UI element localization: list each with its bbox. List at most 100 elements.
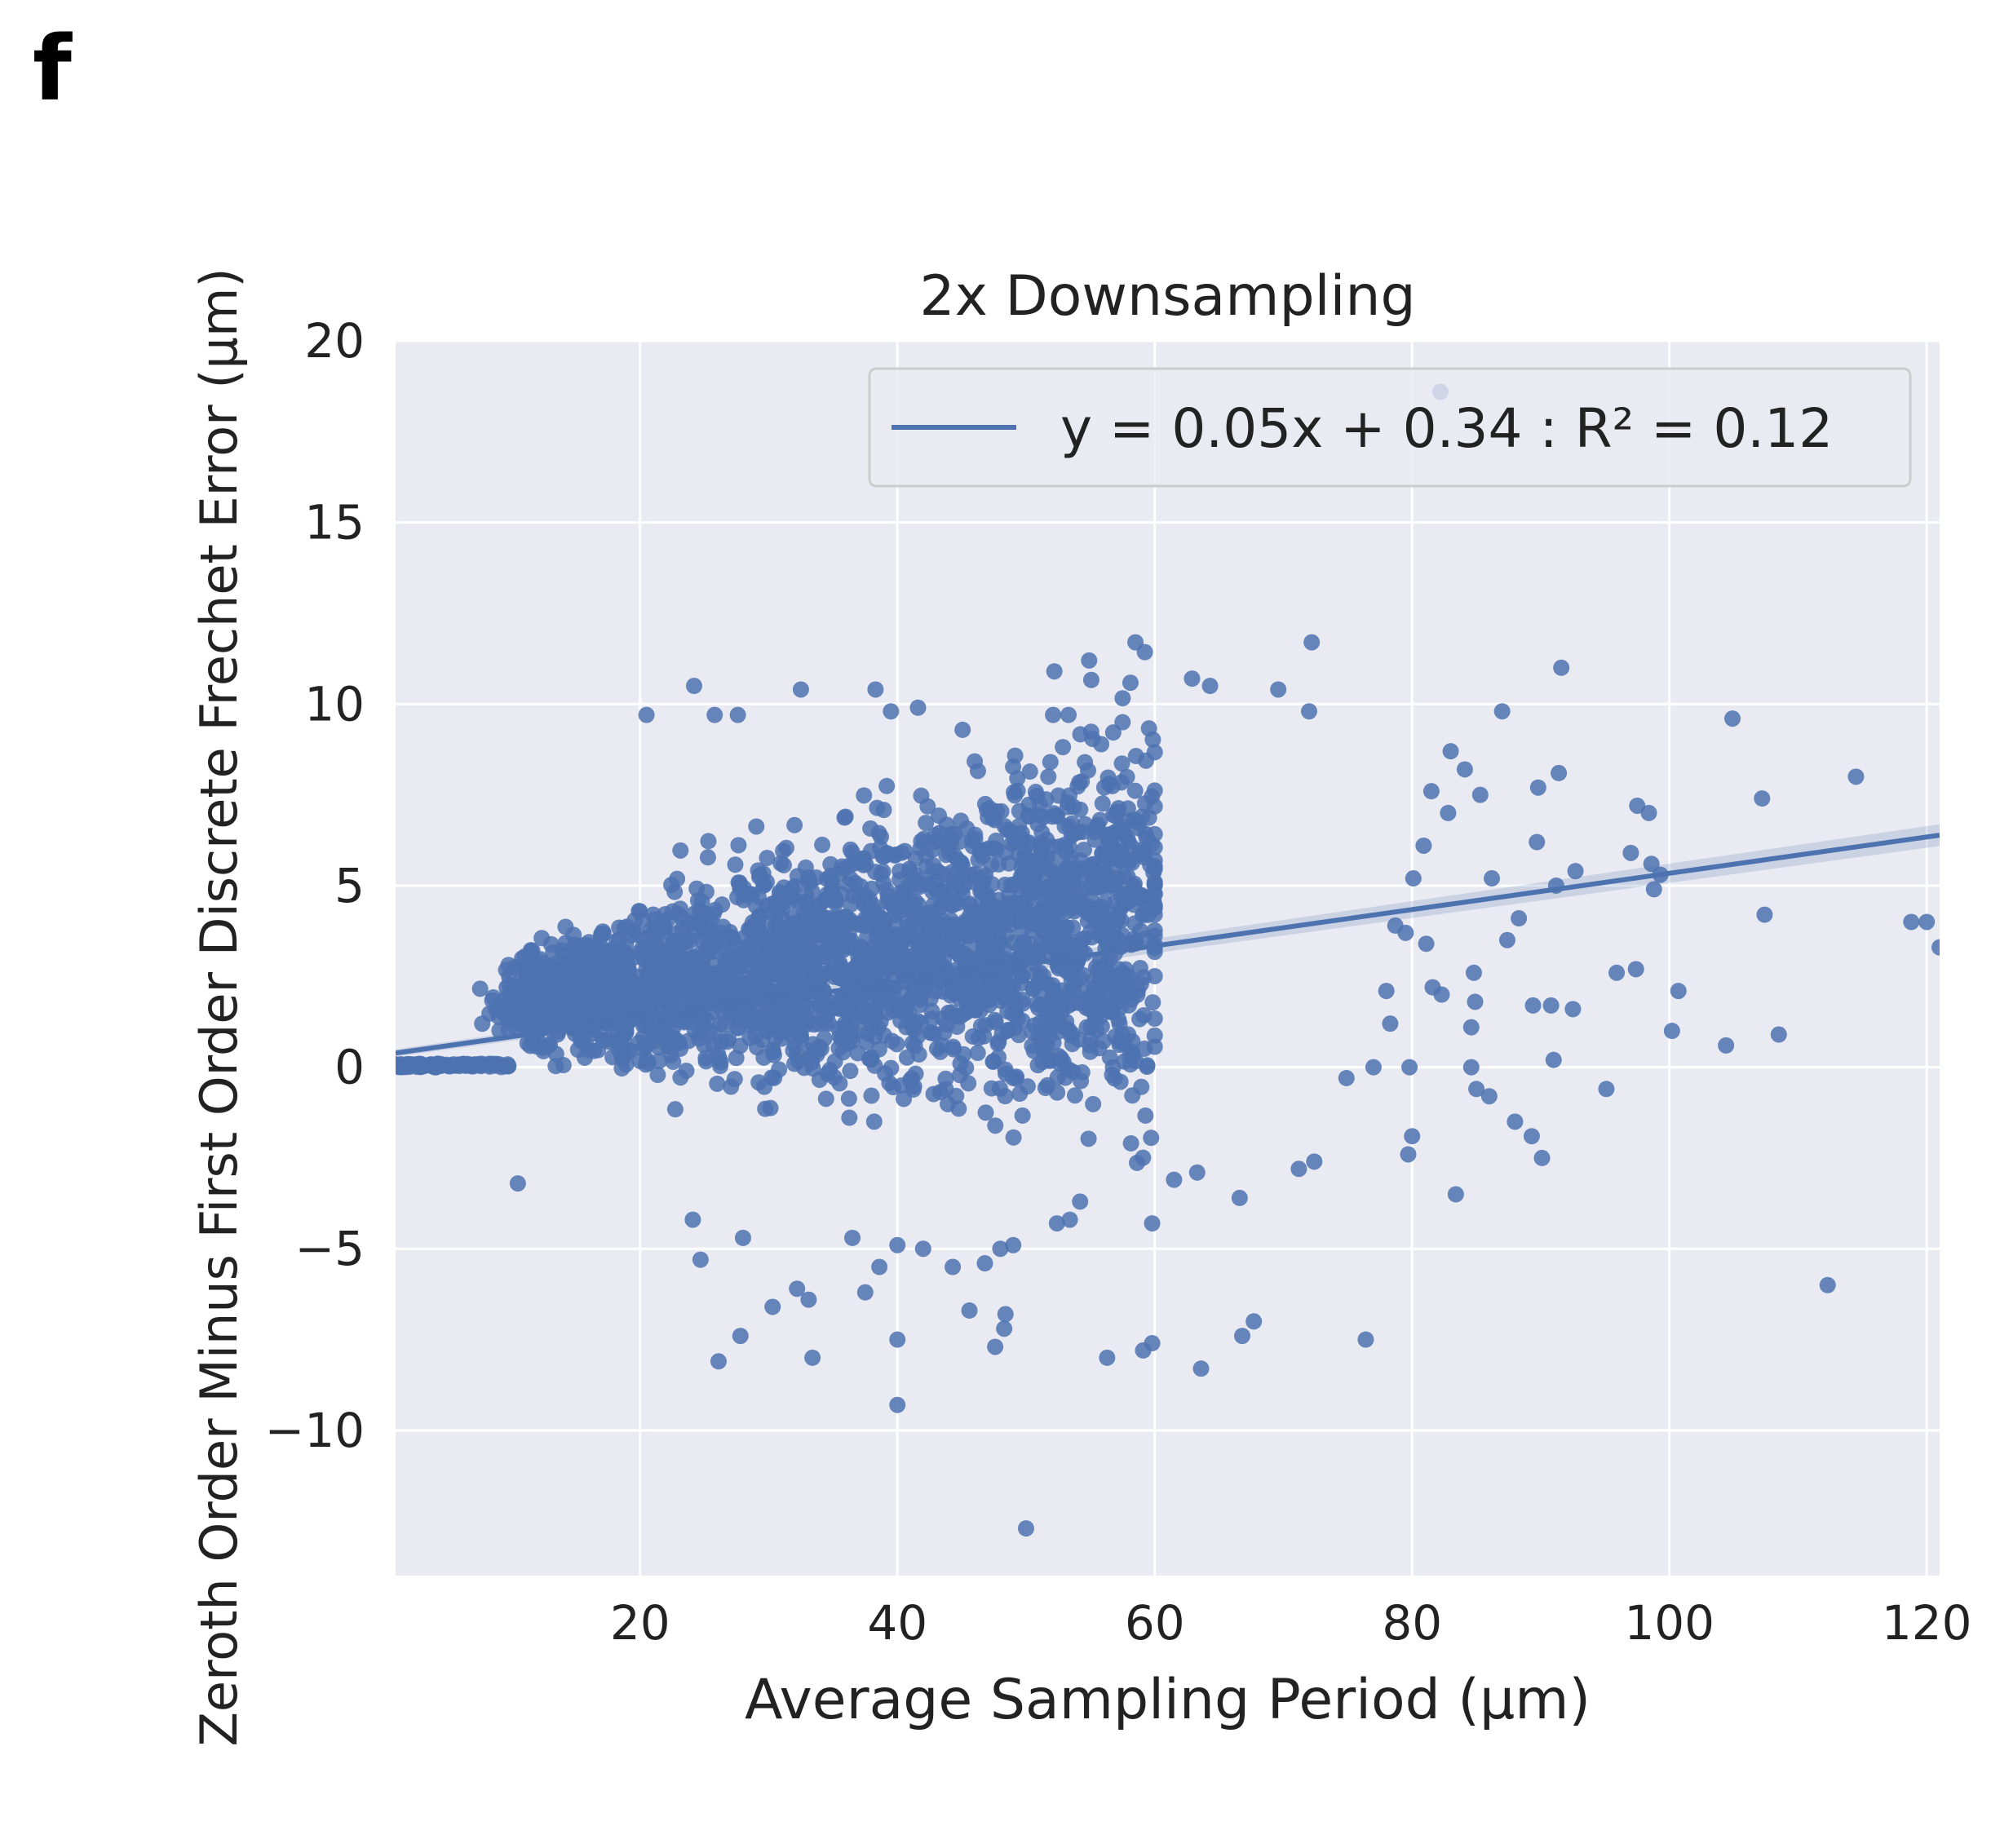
y-tick-label: 10 bbox=[304, 676, 365, 732]
scatter-point bbox=[692, 1251, 709, 1268]
scatter-point bbox=[1643, 855, 1660, 873]
scatter-point bbox=[883, 1032, 900, 1050]
scatter-point bbox=[731, 874, 748, 891]
scatter-point bbox=[617, 1023, 635, 1041]
scatter-point bbox=[1095, 1032, 1112, 1050]
scatter-point bbox=[834, 942, 852, 959]
scatter-point bbox=[977, 1017, 994, 1034]
scatter-point bbox=[1005, 1236, 1022, 1253]
scatter-point bbox=[1422, 783, 1440, 800]
scatter-point bbox=[831, 1028, 848, 1045]
scatter-point bbox=[587, 949, 604, 966]
scatter-point bbox=[842, 896, 859, 913]
scatter-point bbox=[806, 956, 823, 973]
scatter-point bbox=[817, 1090, 834, 1107]
scatter-point bbox=[1100, 776, 1117, 793]
scatter-point bbox=[883, 703, 900, 720]
scatter-point bbox=[840, 876, 857, 893]
scatter-point bbox=[1627, 961, 1644, 978]
scatter-point bbox=[1640, 804, 1657, 821]
scatter-point bbox=[866, 1010, 883, 1027]
scatter-point bbox=[1098, 876, 1115, 893]
scatter-point bbox=[800, 1050, 817, 1068]
scatter-point bbox=[729, 889, 746, 906]
scatter-point bbox=[547, 1058, 564, 1075]
scatter-point bbox=[984, 810, 1002, 827]
scatter-point bbox=[889, 1396, 906, 1413]
scatter-point bbox=[762, 1020, 779, 1037]
scatter-point bbox=[1109, 905, 1126, 922]
scatter-point bbox=[1146, 839, 1163, 856]
scatter-point bbox=[1608, 964, 1626, 981]
scatter-point bbox=[663, 877, 680, 894]
scatter-point bbox=[1017, 1520, 1034, 1537]
scatter-point bbox=[1139, 1057, 1156, 1074]
scatter-point bbox=[522, 1037, 539, 1054]
scatter-point bbox=[863, 1087, 880, 1104]
scatter-point bbox=[1056, 836, 1073, 853]
scatter-point bbox=[1724, 710, 1741, 727]
scatter-point bbox=[516, 960, 533, 977]
scatter-point bbox=[1085, 1095, 1102, 1112]
scatter-point bbox=[619, 955, 636, 972]
scatter-point bbox=[1068, 862, 1085, 879]
scatter-point bbox=[1060, 935, 1077, 952]
scatter-point bbox=[807, 869, 825, 886]
scatter-point bbox=[987, 1338, 1004, 1355]
scatter-point bbox=[892, 894, 909, 911]
scatter-point bbox=[940, 844, 958, 861]
scatter-point bbox=[1564, 1001, 1582, 1018]
scatter-point bbox=[509, 1175, 526, 1192]
scatter-point bbox=[913, 787, 930, 804]
scatter-point bbox=[889, 1331, 906, 1348]
scatter-point bbox=[748, 818, 765, 835]
scatter-point bbox=[1137, 1107, 1154, 1124]
scatter-point bbox=[972, 983, 989, 1000]
scatter-point bbox=[1303, 634, 1321, 651]
legend-label: y = 0.05x + 0.34 : R² = 0.12 bbox=[1060, 397, 1833, 460]
scatter-point bbox=[992, 1240, 1009, 1258]
scatter-point bbox=[655, 938, 672, 955]
scatter-point bbox=[723, 931, 741, 948]
scatter-point bbox=[705, 1037, 722, 1054]
scatter-point bbox=[775, 842, 792, 860]
scatter-point bbox=[1404, 1128, 1421, 1145]
scatter-point bbox=[1301, 703, 1318, 720]
scatter-point bbox=[1049, 997, 1066, 1014]
scatter-point bbox=[1066, 1087, 1083, 1104]
scatter-point bbox=[706, 706, 723, 723]
scatter-point bbox=[1598, 1081, 1615, 1098]
scatter-point bbox=[631, 903, 648, 920]
scatter-point bbox=[729, 706, 746, 723]
scatter-point bbox=[501, 968, 518, 985]
x-tick-label: 40 bbox=[867, 1595, 927, 1651]
scatter-point bbox=[1467, 993, 1484, 1010]
scatter-point bbox=[1143, 1130, 1160, 1147]
scatter-point bbox=[945, 1258, 962, 1275]
scatter-point bbox=[1440, 804, 1457, 821]
scatter-point bbox=[997, 1306, 1014, 1323]
scatter-point bbox=[557, 918, 574, 935]
scatter-point bbox=[929, 863, 946, 880]
scatter-point bbox=[867, 681, 884, 698]
scatter-point bbox=[938, 816, 955, 833]
scatter-point bbox=[812, 896, 829, 913]
y-axis-title: Zeroth Order Minus First Order Discrete … bbox=[189, 267, 249, 1746]
scatter-point bbox=[737, 953, 754, 970]
scatter-point bbox=[841, 1109, 858, 1126]
scatter-point bbox=[1188, 1164, 1206, 1181]
scatter-point bbox=[1405, 870, 1422, 887]
scatter-point bbox=[1083, 929, 1100, 946]
scatter-point bbox=[1097, 926, 1114, 944]
scatter-point bbox=[923, 1002, 940, 1019]
scatter-point bbox=[1008, 1068, 1025, 1085]
scatter-point bbox=[774, 926, 791, 944]
y-tick-label: 15 bbox=[304, 495, 365, 550]
scatter-point bbox=[1102, 825, 1119, 842]
scatter-point bbox=[1493, 703, 1511, 720]
scatter-point bbox=[909, 699, 927, 716]
scatter-point bbox=[681, 962, 698, 979]
scatter-point bbox=[1007, 989, 1024, 1006]
scatter-point bbox=[672, 974, 689, 991]
scatter-point bbox=[816, 1030, 833, 1047]
